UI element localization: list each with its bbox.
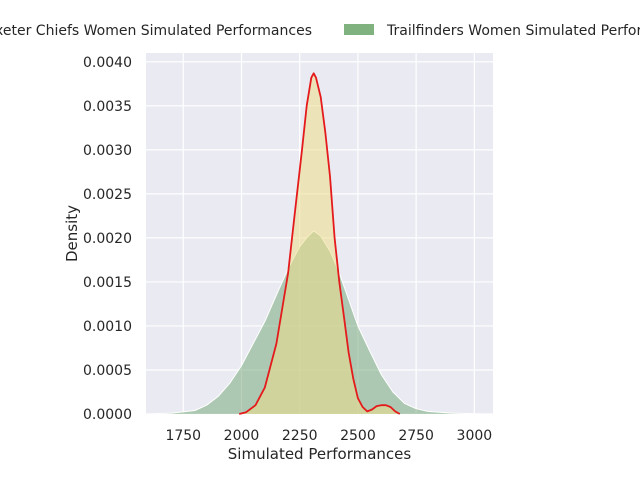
y-axis-ticks: 0.0000 0.0005 0.0010 0.0015 0.0020 0.0025 0.00… xyxy=(83,55,132,423)
legend-swatch-trailfinders xyxy=(344,24,374,35)
x-tick-label: 3000 xyxy=(457,428,493,444)
y-tick-label: 0.0040 xyxy=(83,55,132,71)
y-tick-label: 0.0005 xyxy=(83,363,132,379)
density-line-exeter xyxy=(238,72,401,415)
x-tick-label: 2250 xyxy=(282,428,318,444)
density-areas xyxy=(148,72,491,415)
y-tick-label: 0.0015 xyxy=(83,275,132,291)
legend-label-trailfinders: Trailfinders Women Simulated Perform xyxy=(386,23,640,39)
legend: Exeter Chiefs Women Simulated Performanc… xyxy=(0,23,640,39)
y-tick-label: 0.0020 xyxy=(83,231,132,247)
x-tick-label: 2000 xyxy=(224,428,260,444)
y-tick-label: 0.0035 xyxy=(83,99,132,115)
x-tick-label: 1750 xyxy=(165,428,201,444)
y-tick-label: 0.0000 xyxy=(83,407,132,423)
y-tick-label: 0.0010 xyxy=(83,319,132,335)
x-tick-label: 2500 xyxy=(340,428,376,444)
legend-label-exeter: Exeter Chiefs Women Simulated Performanc… xyxy=(0,23,312,39)
y-tick-label: 0.0025 xyxy=(83,187,132,203)
x-tick-label: 2750 xyxy=(398,428,434,444)
x-axis-label: Simulated Performances xyxy=(228,445,412,463)
y-axis-label: Density xyxy=(63,205,81,262)
x-axis-ticks: 1750 2000 2250 2500 2750 3000 xyxy=(165,428,492,444)
y-tick-label: 0.0030 xyxy=(83,143,132,159)
